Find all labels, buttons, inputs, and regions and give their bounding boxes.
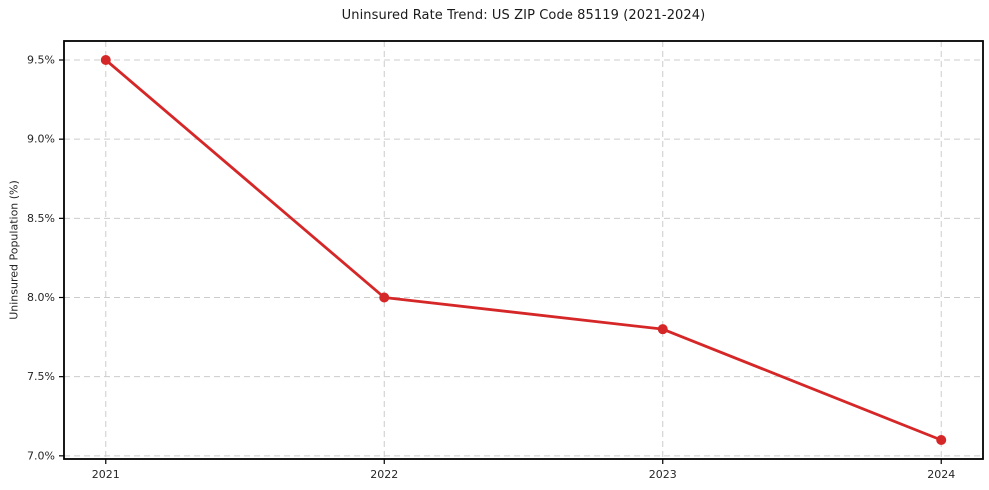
trend-line (104, 58, 943, 442)
y-tick-label: 9.0% (27, 133, 55, 146)
x-tick-label: 2021 (92, 468, 120, 481)
data-point (657, 324, 668, 335)
x-tick-label: 2022 (370, 468, 398, 481)
plot-border (63, 40, 984, 460)
chart-title: Uninsured Rate Trend: US ZIP Code 85119 … (341, 8, 706, 23)
y-tick-label: 7.0% (27, 449, 55, 462)
y-tick-label: 9.5% (27, 54, 55, 67)
y-tick-label: 8.0% (27, 291, 55, 304)
y-tick-label: 7.5% (27, 370, 55, 383)
x-tick-label: 2024 (927, 468, 955, 481)
y-tick-label: 8.5% (27, 212, 55, 225)
data-point (936, 435, 947, 445)
data-point (379, 292, 390, 303)
data-point (100, 55, 111, 65)
x-tick-label: 2023 (649, 468, 677, 481)
